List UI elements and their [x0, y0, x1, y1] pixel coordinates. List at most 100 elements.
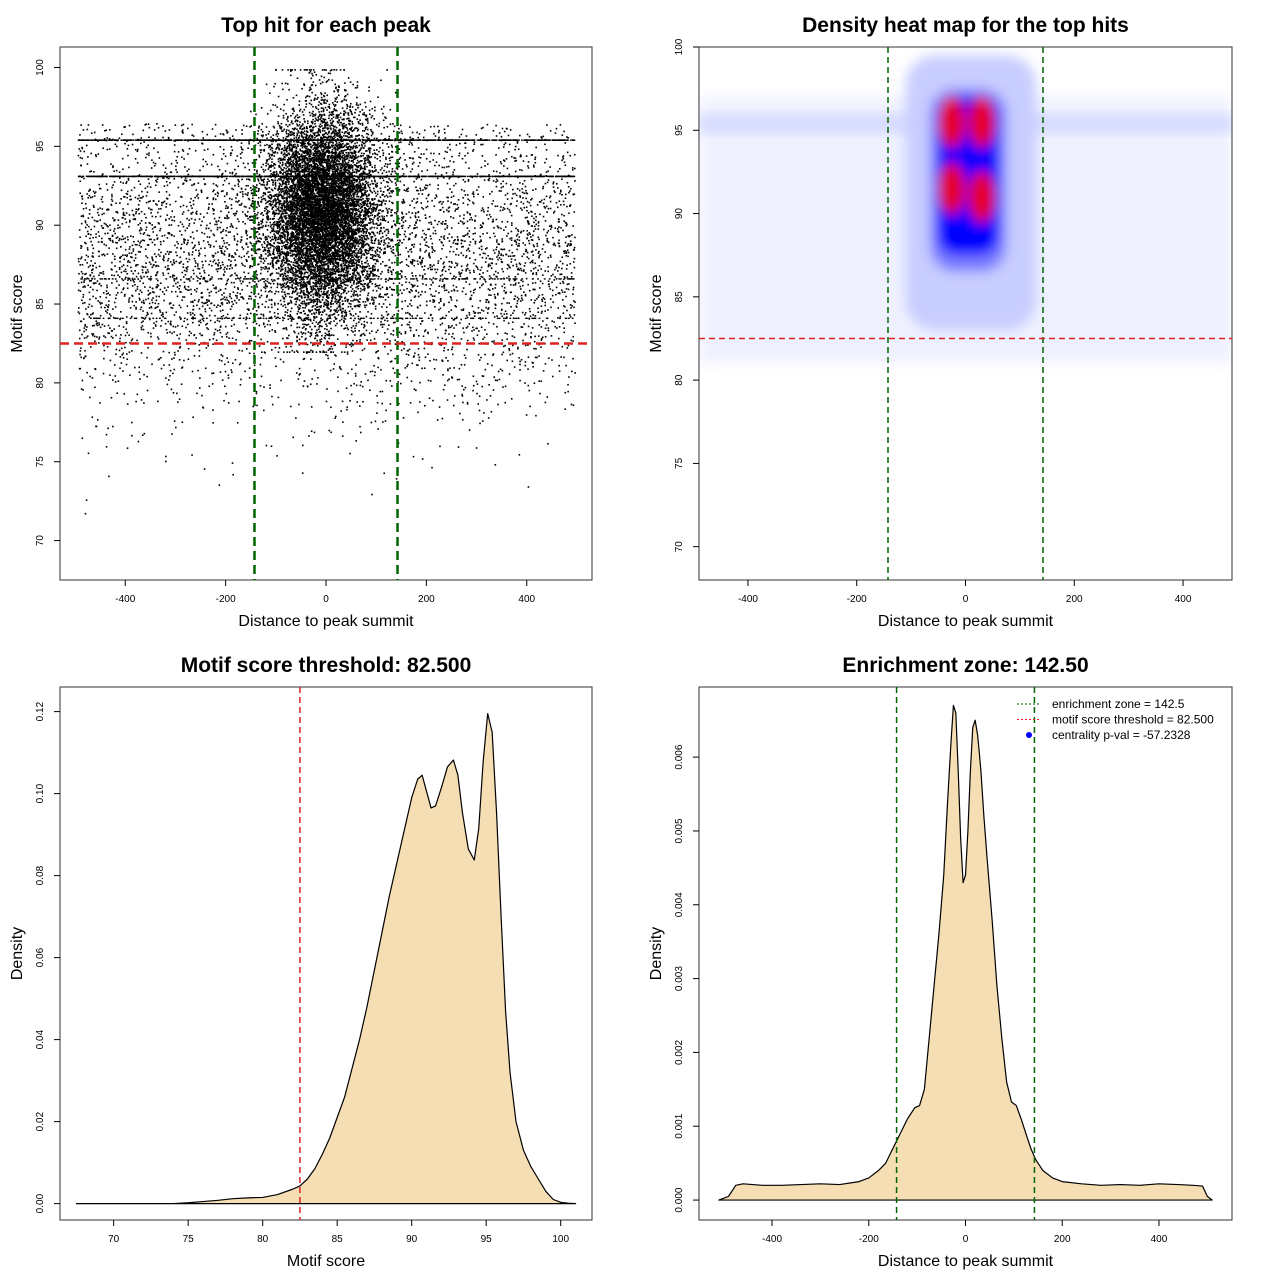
- scatter-point: [233, 237, 236, 240]
- scatter-point: [439, 324, 442, 326]
- scatter-point: [448, 206, 451, 208]
- scatter-point: [450, 196, 453, 199]
- scatter-point: [515, 306, 518, 308]
- scatter-point: [151, 224, 153, 226]
- scatter-point: [192, 135, 195, 137]
- scatter-point: [433, 152, 435, 155]
- scatter-point: [556, 206, 559, 209]
- scatter-point: [239, 293, 242, 295]
- scatter-point: [140, 197, 143, 199]
- scatter-point: [127, 154, 129, 157]
- scatter-point: [563, 130, 565, 133]
- scatter-point: [389, 187, 391, 190]
- scatter-point: [338, 141, 341, 144]
- scatter-point: [360, 317, 362, 320]
- scatter-point: [532, 244, 535, 246]
- scatter-point: [541, 260, 543, 263]
- scatter-point: [455, 276, 457, 279]
- scatter-point: [434, 197, 436, 200]
- scatter-point: [173, 420, 176, 422]
- scatter-point: [573, 266, 576, 269]
- scatter-point: [154, 324, 157, 326]
- scatter-point: [570, 403, 573, 406]
- scatter-point: [126, 147, 129, 150]
- scatter-point: [358, 178, 361, 181]
- scatter-point: [219, 331, 222, 334]
- scatter-point: [522, 160, 525, 162]
- scatter-point: [223, 292, 225, 294]
- scatter-point: [314, 239, 317, 242]
- scatter-point: [261, 244, 263, 246]
- scatter-point: [149, 292, 152, 294]
- scatter-point: [504, 385, 507, 388]
- scatter-point: [130, 198, 133, 201]
- scatter-point: [537, 335, 540, 337]
- scatter-point: [197, 193, 199, 196]
- scatter-point: [447, 291, 450, 294]
- scatter-point: [515, 263, 518, 266]
- scatter-point: [206, 236, 209, 238]
- scatter-point: [187, 347, 190, 350]
- scatter-point: [501, 302, 503, 305]
- scatter-point: [83, 150, 86, 153]
- scatter-point: [557, 337, 560, 340]
- scatter-point: [419, 261, 422, 264]
- scatter-point: [199, 213, 202, 215]
- scatter-point: [185, 339, 188, 341]
- scatter-point: [356, 293, 358, 296]
- scatter-point: [232, 473, 234, 476]
- scatter-point: [78, 329, 81, 332]
- scatter-point: [157, 358, 160, 361]
- scatter-point: [222, 228, 225, 231]
- scatter-point: [283, 274, 285, 277]
- scatter-point: [90, 279, 92, 282]
- scatter-point: [430, 293, 432, 296]
- scatter-point: [488, 289, 491, 292]
- scatter-point: [100, 284, 102, 287]
- scatter-point: [187, 358, 190, 361]
- scatter-point: [172, 274, 174, 277]
- scatter-point: [114, 278, 117, 280]
- scatter-point: [173, 351, 176, 354]
- scatter-point: [290, 318, 293, 321]
- scatter-point: [343, 327, 345, 330]
- scatter-point: [262, 262, 265, 265]
- scatter-point: [133, 214, 135, 217]
- scatter-point: [182, 276, 185, 278]
- scatter-point: [432, 277, 435, 279]
- scatter-point: [209, 279, 211, 281]
- scatter-point: [223, 296, 226, 298]
- scatter-point: [77, 154, 80, 157]
- scatter-point: [482, 375, 485, 378]
- scatter-point: [413, 335, 415, 337]
- scatter-point: [200, 247, 202, 250]
- scatter-point: [184, 166, 186, 168]
- scatter-point: [261, 226, 264, 229]
- scatter-point: [429, 314, 432, 317]
- scatter-point: [358, 281, 361, 284]
- scatter-point: [95, 236, 97, 239]
- scatter-point: [193, 354, 196, 357]
- scatter-point: [424, 356, 427, 359]
- scatter-point: [211, 203, 213, 205]
- scatter-point: [131, 277, 134, 280]
- scatter-point: [398, 188, 401, 191]
- scatter-point: [478, 330, 480, 332]
- scatter-point: [361, 267, 364, 270]
- scatter-point: [267, 251, 269, 254]
- scatter-point: [411, 163, 414, 165]
- scatter-point: [430, 152, 432, 155]
- scatter-point: [494, 278, 496, 280]
- scatter-point: [207, 344, 209, 347]
- scatter-point: [471, 176, 474, 179]
- scatter-point: [360, 254, 363, 257]
- scatter-point: [120, 238, 123, 241]
- scatter-point: [116, 242, 119, 244]
- scatter-point: [251, 257, 254, 259]
- scatter-point: [218, 329, 221, 331]
- scatter-point: [493, 376, 495, 378]
- scatter-point: [167, 259, 169, 262]
- scatter-point: [453, 184, 455, 187]
- scatter-point: [302, 385, 305, 387]
- scatter-point: [202, 158, 205, 161]
